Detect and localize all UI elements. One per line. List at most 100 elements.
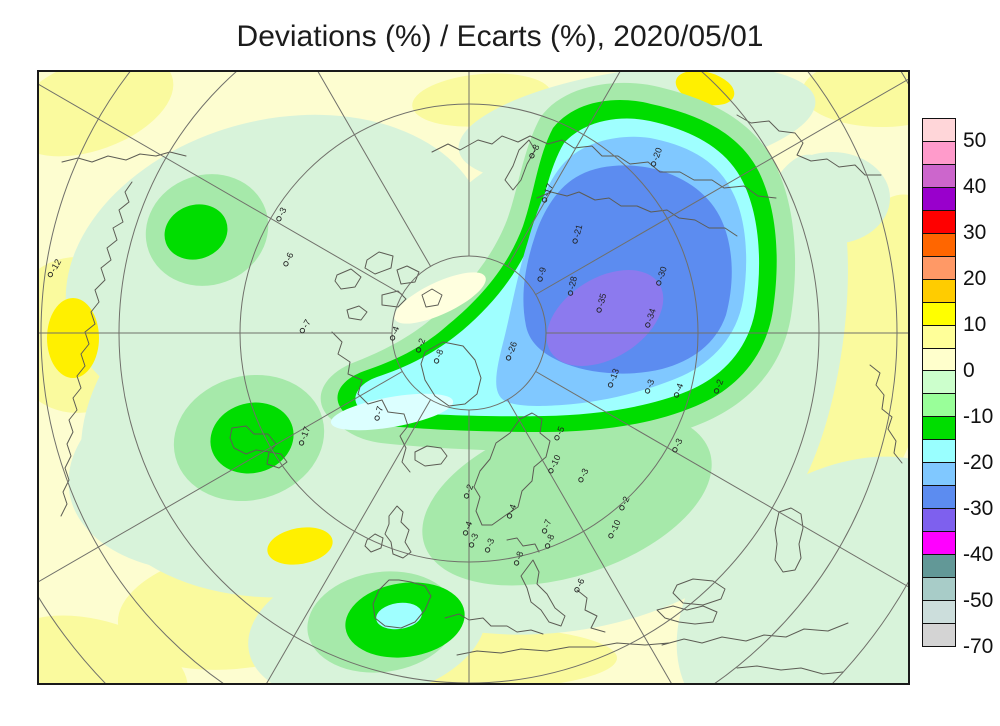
contour-label: -4 [389, 325, 401, 341]
colorbar-cell [922, 485, 956, 510]
svg-text:-28: -28 [566, 275, 578, 290]
contour-fill-violet-core [546, 270, 664, 366]
coastline-path [774, 507, 804, 573]
colorbar-cell [922, 232, 956, 257]
colorbar-cell [922, 324, 956, 349]
svg-text:-34: -34 [644, 307, 658, 322]
colorbar-cell [922, 577, 956, 602]
colorbar-cell [922, 347, 956, 372]
contour-label: -6 [283, 251, 296, 267]
coastline-path [672, 578, 726, 606]
contour-label: -3 [672, 437, 685, 453]
colorbar-cell [922, 186, 956, 211]
contour-label: -8 [529, 143, 542, 159]
map-canvas: -8 -20-17-21-30-28-35-34-9-26-13-3 -4 -2-8-… [37, 70, 910, 685]
svg-text:-8: -8 [433, 348, 445, 359]
colorbar-cell [922, 531, 956, 556]
coastline-path [473, 412, 551, 526]
contour-label: -7 [541, 518, 553, 534]
contour-label: -28 [566, 275, 579, 296]
contour-label: -13 [607, 367, 621, 388]
colorbar-tick-label: -70 [963, 635, 994, 658]
coastline-path [506, 537, 540, 553]
colorbar-cell [922, 508, 956, 533]
coastline-path [384, 505, 412, 559]
contour-label: -2 [619, 495, 632, 511]
coastline-path [381, 290, 407, 308]
coastline-path [266, 451, 288, 469]
coastline-path [536, 191, 738, 237]
svg-text:-3: -3 [672, 437, 684, 448]
colorbar-cell [922, 439, 956, 464]
svg-text:-2: -2 [713, 378, 725, 389]
coastline-path [396, 265, 420, 285]
colorbar-cell [922, 255, 956, 280]
colorbar-cell [922, 118, 956, 142]
svg-text:-10: -10 [608, 518, 623, 534]
colorbar-cell [922, 600, 956, 624]
svg-text:-7: -7 [300, 318, 313, 330]
colorbar-tick-label: -20 [963, 451, 994, 474]
colorbar-cell [922, 416, 956, 441]
svg-text:-17: -17 [541, 182, 555, 198]
svg-text:-8: -8 [544, 533, 556, 544]
contour-label: -7 [373, 405, 385, 421]
coastline-path [60, 181, 133, 517]
coastline-path [736, 114, 882, 176]
colorbar-cell [922, 209, 956, 234]
colorbar-cell [922, 163, 956, 188]
colorbar-tick-label: 50 [963, 129, 987, 152]
svg-text:-3: -3 [644, 378, 656, 389]
coastline-path [656, 605, 718, 625]
map-border [37, 70, 910, 685]
svg-text:-7: -7 [541, 518, 553, 529]
colorbar-cell [922, 554, 956, 579]
colorbar-tick-label: -40 [963, 543, 994, 566]
colorbar-cell [922, 622, 956, 647]
svg-text:-2: -2 [415, 337, 427, 348]
svg-text:-26: -26 [505, 340, 519, 356]
graticule [37, 70, 910, 685]
svg-text:-5: -5 [554, 425, 566, 436]
coastline-path [364, 533, 384, 553]
svg-text:-30: -30 [655, 265, 669, 280]
coastline-path [504, 139, 536, 191]
contour-fill-pole-cream [394, 272, 486, 324]
contour-label: -2 [415, 337, 427, 353]
svg-text:-6: -6 [574, 577, 586, 588]
contour-label: -26 [505, 340, 519, 361]
colorbar-cell [922, 278, 956, 303]
colorbar-cell [922, 462, 956, 487]
contour-label: -9 [536, 266, 548, 282]
contour-label: -8 [433, 348, 445, 364]
contour-label: -10 [548, 453, 563, 474]
colorbar-tick-label: -50 [963, 589, 994, 612]
svg-text:-10: -10 [548, 453, 563, 469]
svg-text:-3: -3 [276, 206, 288, 217]
deviation-map: -8 -20 -17 -21 -30 -28 -35 -34 -9 -26 -13 -3 -4 -2 -8-… [37, 70, 910, 685]
contour-label: -4 [673, 382, 685, 398]
contour-label: -3 [578, 467, 591, 483]
colorbar-tick-label: 20 [963, 267, 987, 290]
coastline-path [576, 589, 606, 633]
colorbar-tick-label: 10 [963, 313, 987, 336]
coastline-path [421, 288, 443, 308]
contour-label: -3 [484, 537, 496, 553]
svg-text:-13: -13 [607, 367, 621, 383]
coastline-path [420, 341, 482, 407]
contour-label: -4 [506, 503, 518, 519]
colorbar-tick-label: 40 [963, 175, 987, 198]
contour-label: -8 [544, 533, 556, 549]
svg-text:-3: -3 [468, 532, 480, 543]
colorbar [922, 118, 956, 647]
svg-text:-8: -8 [513, 550, 525, 561]
svg-text:-9: -9 [536, 266, 548, 276]
coastline-path [414, 445, 448, 467]
colorbar-cell [922, 140, 956, 165]
coastlines [60, 114, 903, 675]
contour-label: -2 [463, 483, 475, 499]
svg-text:-3: -3 [484, 537, 496, 548]
colorbar-tick-label: 0 [963, 359, 975, 382]
coastline-path [61, 151, 187, 163]
page-title: Deviations (%) / Ecarts (%), 2020/05/01 [236, 20, 764, 53]
